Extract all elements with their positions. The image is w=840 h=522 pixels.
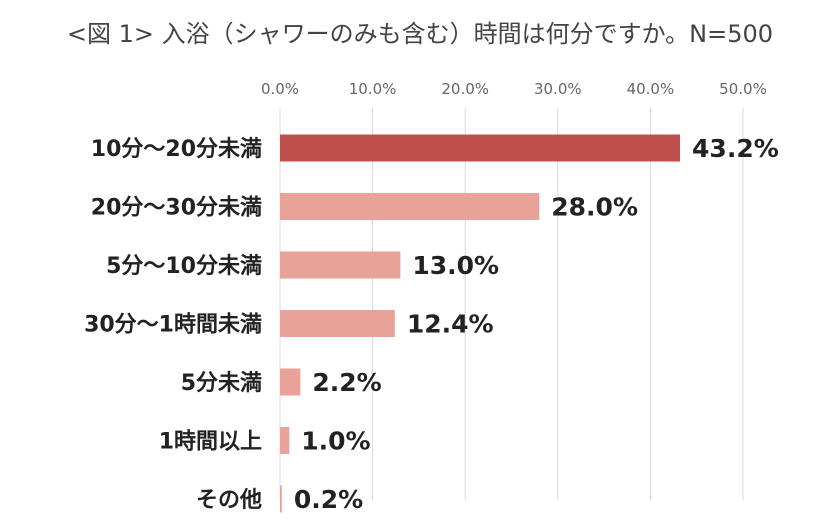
category-label: 10分～20分未満: [91, 136, 262, 162]
x-tick-label: 10.0%: [349, 80, 397, 98]
category-label: 1時間以上: [159, 430, 262, 455]
value-labels: 43.2% 28.0% 13.0% 12.4% 2.2% 1.0% 0.2%: [294, 134, 779, 514]
category-label: 20分～30分未満: [91, 195, 262, 221]
x-axis-ticks: 0.0% 10.0% 20.0% 30.0% 40.0% 50.0%: [261, 80, 767, 98]
chart-title: <図 1> 入浴（シャワーのみも含む）時間は何分ですか。N=500: [66, 20, 774, 48]
data-label: 43.2%: [692, 134, 779, 163]
data-label: 2.2%: [312, 368, 381, 397]
data-label: 1.0%: [301, 427, 370, 456]
category-label: 5分～10分未満: [106, 253, 262, 279]
category-label: その他: [196, 488, 262, 513]
bar: [280, 251, 401, 279]
data-label: 0.2%: [294, 485, 363, 514]
x-tick-label: 50.0%: [719, 80, 767, 98]
bar: [280, 134, 681, 162]
data-label: 28.0%: [551, 193, 638, 222]
category-labels: 10分～20分未満 20分～30分未満 5分～10分未満 30分～1時間未満 5分未満 1…: [84, 136, 262, 513]
data-label: 12.4%: [407, 310, 494, 339]
x-tick-label: 40.0%: [627, 80, 675, 98]
bars: [280, 134, 681, 513]
gridlines: [279, 108, 744, 500]
bar: [280, 368, 301, 396]
data-label: 13.0%: [412, 251, 499, 280]
bar: [280, 485, 282, 513]
bar: [280, 193, 540, 220]
x-tick-label: 0.0%: [261, 80, 299, 98]
category-label: 30分～1時間未満: [84, 312, 262, 338]
category-label: 5分未満: [181, 370, 262, 396]
bar: [280, 310, 395, 337]
x-tick-label: 20.0%: [441, 80, 489, 98]
bar: [280, 427, 290, 454]
x-tick-label: 30.0%: [534, 80, 582, 98]
